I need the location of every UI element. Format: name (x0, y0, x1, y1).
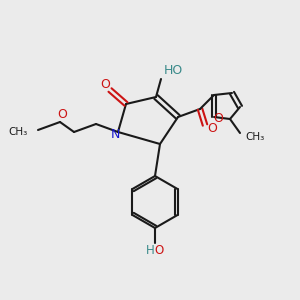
Text: CH₃: CH₃ (245, 132, 264, 142)
Text: O: O (154, 244, 164, 257)
Text: O: O (207, 122, 217, 136)
Text: HO: HO (164, 64, 183, 77)
Text: O: O (57, 107, 67, 121)
Text: H: H (146, 244, 154, 257)
Text: CH₃: CH₃ (9, 127, 28, 137)
Text: O: O (213, 112, 223, 125)
Text: N: N (110, 128, 120, 142)
Text: O: O (100, 79, 110, 92)
